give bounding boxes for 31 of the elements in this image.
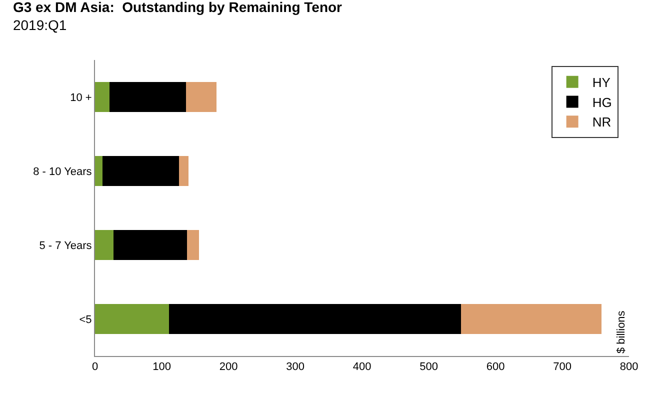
x-tick-label: 0 <box>92 361 98 374</box>
bar <box>102 156 180 186</box>
bar <box>95 82 110 112</box>
x-tick-label: 800 <box>620 361 638 374</box>
bar <box>95 156 102 186</box>
y-tick-label: <5 <box>79 314 92 326</box>
bar <box>460 304 602 334</box>
bar <box>187 230 200 260</box>
bar <box>179 156 188 186</box>
bar <box>95 230 114 260</box>
x-tick-label: 600 <box>486 361 505 374</box>
bar <box>186 82 216 112</box>
legend-label: NR <box>592 114 612 130</box>
x-tick-label: 400 <box>352 361 372 374</box>
bar <box>95 304 170 334</box>
annotation: $ billions <box>616 310 628 354</box>
bar <box>169 304 461 334</box>
x-tick-label: 300 <box>286 361 304 374</box>
x-tick-label: 200 <box>219 361 238 374</box>
y-tick-label: 8 - 10 Years <box>33 166 92 178</box>
y-tick-label: 10 + <box>70 92 92 104</box>
bar <box>110 82 186 112</box>
x-tick-label: 100 <box>152 361 171 374</box>
bar <box>114 230 188 260</box>
legend-label: HY <box>592 74 611 90</box>
y-tick-label: 5 - 7 Years <box>39 240 92 252</box>
x-tick-label: 700 <box>553 361 572 374</box>
chart-title: G3 ex DM Asia: Outstanding by Remaining Tenor <box>12 0 343 16</box>
chart-subtitle: 2019:Q1 <box>12 17 67 34</box>
x-tick-label: 500 <box>420 361 438 374</box>
legend-label: HG <box>592 94 612 110</box>
